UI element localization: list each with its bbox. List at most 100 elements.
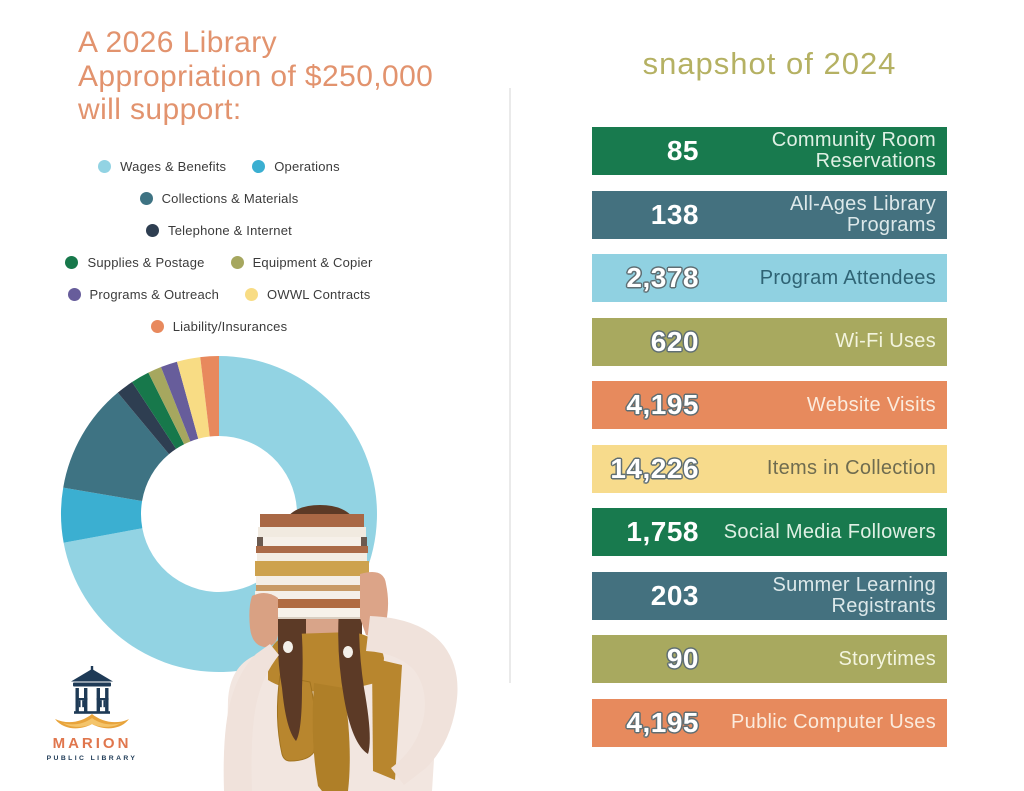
hair-tie-right [343, 646, 353, 658]
stat-value: 85 [666, 135, 699, 166]
legend-row: Wages & Benefits Operations [38, 159, 400, 174]
legend-dot-icon [150, 320, 164, 333]
pie-slice-liability-insurances [200, 356, 219, 437]
legend-row: Liability/Insurances [38, 319, 400, 334]
legend-dot-icon [146, 224, 159, 237]
sleeve-right [366, 616, 458, 785]
stat-bar-summer-learning-registrants: 203 Summer Learning Registrants [592, 571, 947, 620]
gazebo-book-logo-icon [55, 666, 129, 729]
sleeve-left [223, 644, 279, 791]
stat-bar-program-attendees: 2,378 Program Attendees [592, 254, 947, 302]
stat-value: 90 [666, 643, 699, 674]
snapshot-title: snapshot of 2024 [642, 46, 897, 81]
legend-item-supplies-postage: Supplies & Postage [65, 255, 204, 270]
stat-label-line: Items in Collection [766, 457, 936, 479]
stat-value: 14,226 [610, 452, 699, 484]
stat-value: 1,758 [626, 516, 699, 547]
legend-row: Collections & Materials [38, 191, 400, 206]
stat-value: 2,378 [626, 262, 699, 293]
stat-label: Website Visits [699, 393, 947, 416]
scarf-shoulder-band [372, 658, 402, 780]
pie-slice-telephone-internet [117, 382, 177, 455]
legend-label: Programs & Outreach [89, 287, 220, 302]
legend-dot-icon [139, 192, 153, 205]
girl-with-books-photo [223, 505, 458, 791]
stat-value: 203 [650, 579, 699, 611]
stat-label-line: Social Media Followers [723, 520, 936, 543]
stat-label-line: Public Computer Uses [731, 711, 936, 733]
legend-item-programs-outreach: Programs & Outreach [67, 287, 220, 302]
stat-label: Social Media Followers [699, 520, 947, 543]
stat-label: Storytimes [699, 647, 947, 670]
legend-label: Equipment & Copier [252, 255, 373, 270]
stat-bar-storytimes: 90 Storytimes [592, 635, 947, 683]
legend-row: Supplies & Postage Equipment & Copier [38, 255, 400, 270]
stats-bar-list: 85 Community Room Reservations 138 All-Ages … [592, 127, 947, 762]
pie-slice-programs-outreach [161, 361, 199, 442]
stat-label-line: Reservations [815, 150, 936, 172]
legend-dot-icon [65, 256, 79, 269]
pie-slice-collections-materials [63, 392, 170, 501]
legend-item-telephone-internet: Telephone & Internet [146, 223, 292, 238]
legend-label: Operations [274, 159, 340, 174]
pie-slice-operations [60, 487, 143, 543]
pigtail-right [338, 596, 370, 754]
stat-bar-all-ages-library-programs: 138 All-Ages Library Programs [592, 190, 947, 239]
legend-item-wages-benefits: Wages & Benefits [98, 159, 226, 174]
stat-label: Public Computer Uses [699, 712, 947, 733]
stat-bar-items-in-collection: 14,226 Items in Collection [592, 444, 947, 493]
vertical-divider [509, 88, 511, 683]
hand-left [249, 592, 278, 647]
legend-item-operations: Operations [252, 159, 340, 174]
stat-label-line: Community Room [771, 129, 936, 151]
stat-bar-wi-fi-uses: 620 Wi-Fi Uses [592, 317, 947, 366]
legend-dot-icon [67, 288, 81, 301]
pie-slice-owwl-contracts [176, 357, 210, 439]
stat-label-line: Program Attendees [759, 266, 936, 289]
legend-item-liability-insurances: Liability/Insurances [150, 319, 288, 334]
stat-label-line: Wi-Fi Uses [835, 330, 936, 352]
logo-name: MARION [52, 735, 132, 752]
legend-label: Wages & Benefits [120, 159, 227, 174]
logo-subtitle: PUBLIC LIBRARY [46, 755, 138, 762]
stat-value: 620 [650, 325, 699, 357]
legend-dot-icon [98, 160, 112, 173]
stat-value: 4,195 [626, 706, 699, 738]
legend-item-owwl-contracts: OWWL Contracts [245, 287, 370, 302]
stat-label: Program Attendees [699, 266, 947, 289]
legend-dot-icon [252, 160, 266, 173]
legend-dot-icon [245, 288, 259, 301]
stat-label-line: Summer Learning [772, 573, 936, 596]
legend-label: OWWL Contracts [267, 287, 371, 302]
stat-label: Summer Learning Registrants [699, 573, 947, 617]
legend-item-collections-materials: Collections & Materials [139, 191, 299, 206]
stat-bar-public-computer-uses: 4,195 Public Computer Uses [592, 698, 947, 747]
legend-label: Liability/Insurances [172, 319, 288, 334]
pie-slice-equipment-copier [148, 367, 191, 445]
appropriation-title: A 2026 Library Appropriation of $250,000… [78, 26, 434, 126]
legend-dot-icon [230, 256, 244, 269]
open-book-shape [55, 714, 129, 729]
stat-label-line: All-Ages Library Programs [790, 192, 936, 236]
stat-label-line: Registrants [831, 594, 936, 617]
stat-label-line: Website Visits [806, 393, 936, 416]
stat-label: Community Room Reservations [699, 130, 947, 172]
legend-row: Telephone & Internet [38, 223, 400, 238]
pie-slice-supplies-postage [132, 372, 185, 449]
hair-tie-left [283, 641, 293, 653]
stat-label: Wi-Fi Uses [699, 331, 947, 352]
legend-label: Supplies & Postage [87, 255, 205, 270]
stat-label: Items in Collection [699, 458, 947, 479]
stat-bar-social-media-followers: 1,758 Social Media Followers [592, 508, 947, 556]
stat-value: 4,195 [626, 389, 699, 420]
marion-library-logo: MARION PUBLIC LIBRARY [44, 666, 140, 762]
stat-bar-website-visits: 4,195 Website Visits [592, 381, 947, 429]
legend-item-equipment-copier: Equipment & Copier [230, 255, 373, 270]
pie-legend: Wages & Benefits Operations Collections & … [38, 159, 400, 351]
legend-label: Collections & Materials [161, 191, 299, 206]
stat-label-line: Storytimes [838, 647, 936, 670]
legend-row: Programs & Outreach OWWL Contracts [38, 287, 400, 302]
stat-label: All-Ages Library Programs [699, 192, 947, 236]
stat-bar-community-room-reservations: 85 Community Room Reservations [592, 127, 947, 175]
